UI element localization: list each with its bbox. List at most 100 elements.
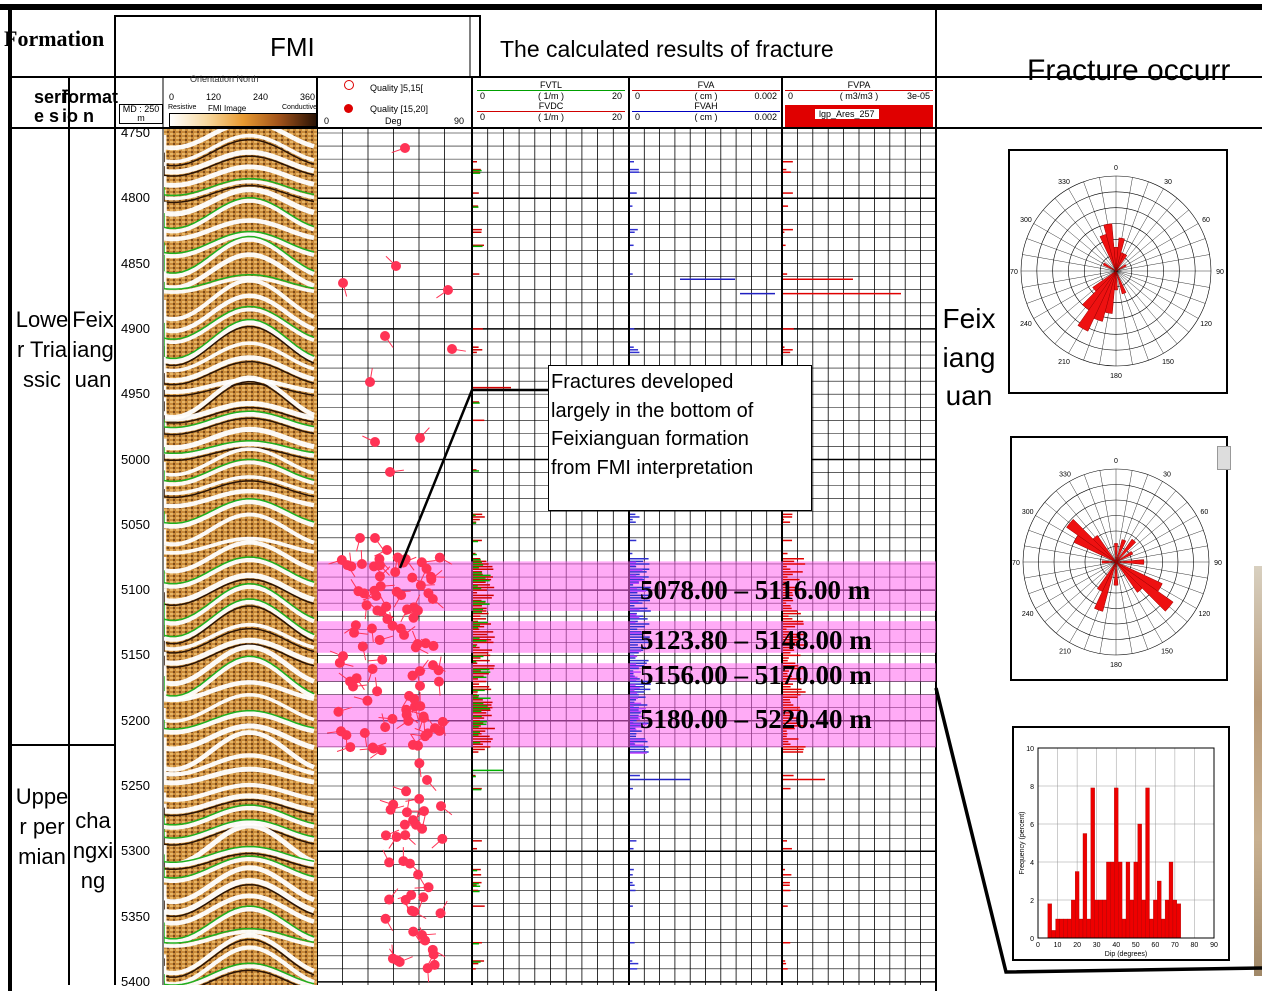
depth-tick-label: 5200 xyxy=(121,712,150,728)
curve-max: 3e-05 xyxy=(906,91,930,101)
dip-histogram-frame: 0 10 20 30 40 50 60 70 80 90 0 2 4 6 8 10 Dip (degrees) F… xyxy=(1012,726,1230,961)
depth-tick-label: 5350 xyxy=(121,908,150,924)
lgp-ares-label: lgp_Ares_257 xyxy=(815,109,879,119)
depth-tick-label: 5150 xyxy=(121,647,150,663)
fmi-bedding-trace xyxy=(164,644,315,687)
dip-tail xyxy=(403,556,417,564)
dip-tail xyxy=(404,834,416,846)
dip-tail xyxy=(342,282,348,297)
hist-x-tick: 20 xyxy=(1073,942,1081,949)
rose-petal xyxy=(1114,543,1118,563)
dip-tail xyxy=(418,897,424,911)
quality-low-symbol-icon xyxy=(344,80,354,90)
depth-tick-label: 5400 xyxy=(121,973,150,989)
hist-x-tick: 40 xyxy=(1112,942,1120,949)
fmi-color-scale xyxy=(169,113,317,127)
rose-spoke xyxy=(1115,561,1204,594)
fmi-bedding-trace xyxy=(164,782,315,803)
fmi-dark-trace xyxy=(164,883,315,918)
rose-petal xyxy=(1102,262,1117,272)
dip-tail xyxy=(426,716,436,729)
azimuth-tick: 120 xyxy=(205,92,221,102)
rose-petal xyxy=(1115,561,1174,612)
depth-tick-label: 5300 xyxy=(121,843,150,859)
hist-x-tick: 70 xyxy=(1171,942,1179,949)
curve-max: 20 xyxy=(611,91,622,101)
dip-tail xyxy=(374,677,378,692)
dip-tail xyxy=(352,684,367,687)
fmi-column-title: FMI xyxy=(270,32,315,62)
deg-max: 90 xyxy=(454,116,465,126)
hist-axes xyxy=(1037,747,1215,939)
dip-tail xyxy=(438,656,442,671)
dip-tail xyxy=(344,624,357,634)
rose-petal xyxy=(1115,559,1145,565)
fmi-bedding-trace xyxy=(164,906,315,945)
dip-tail xyxy=(401,900,413,912)
dip-tail xyxy=(412,577,425,585)
fmi-fracture-pick xyxy=(164,598,315,638)
rose-petal xyxy=(1115,270,1127,295)
dip-tail xyxy=(399,956,413,963)
hist-x-label: Dip (degrees) xyxy=(1105,951,1147,958)
dip-tail xyxy=(411,698,415,713)
fmi-bedding-trace xyxy=(164,730,315,772)
dip-tail xyxy=(379,799,394,806)
dip-tail xyxy=(374,537,384,550)
dip-tail xyxy=(354,632,369,635)
rose-petal xyxy=(1115,538,1137,563)
rose-spoke xyxy=(1115,561,1133,654)
fmi-bedding-trace xyxy=(164,877,315,916)
fmi-bedding-trace xyxy=(164,753,315,777)
dip-tail xyxy=(392,786,407,792)
rose-spoke xyxy=(1022,254,1117,272)
curve-unit: ( 1/m ) xyxy=(538,112,564,122)
fmi-fracture-pick xyxy=(164,709,315,730)
depth-tick-label: 4800 xyxy=(121,190,150,206)
rose-spoke xyxy=(1054,198,1117,272)
dip-tail xyxy=(406,714,419,724)
curve-max: 0.002 xyxy=(754,91,777,101)
dip-tail xyxy=(380,584,395,587)
rose-angle-label: 240 xyxy=(1020,321,1032,328)
dip-tail xyxy=(426,954,435,968)
fmi-bedding-trace xyxy=(164,307,315,344)
curve-unit: ( cm ) xyxy=(694,91,718,101)
fmi-dark-trace xyxy=(164,852,315,870)
fmi-bedding-trace xyxy=(164,488,315,509)
rose-angle-label: 0 xyxy=(1114,165,1118,172)
rose-angle-label: 240 xyxy=(1022,611,1034,618)
callout-line: Feixianguan formation xyxy=(551,428,749,450)
dip-tail xyxy=(388,836,398,849)
fmi-bedding-trace xyxy=(164,252,315,291)
fmi-bedding-trace xyxy=(164,572,315,604)
scroll-handle-icon xyxy=(1217,446,1231,470)
dip-tail xyxy=(356,677,365,691)
rose-angle-label: 150 xyxy=(1161,648,1173,655)
hist-x-tick: 60 xyxy=(1151,942,1159,949)
deg-label: Deg xyxy=(385,116,402,126)
deg-min: 0 xyxy=(324,116,330,126)
rose-spoke xyxy=(1099,561,1117,654)
fmi-bedding-trace xyxy=(164,186,315,217)
dip-tail xyxy=(404,610,419,616)
rose-petal xyxy=(1096,561,1117,592)
rose-spoke xyxy=(1115,270,1164,354)
fmi-fracture-pick xyxy=(164,196,315,230)
dip-tail xyxy=(362,435,376,443)
dip-tail xyxy=(384,335,394,348)
dip-tail xyxy=(391,944,394,959)
azimuth-tick: 240 xyxy=(252,92,268,102)
rose-petal xyxy=(1115,539,1127,563)
dip-tail xyxy=(360,549,363,565)
dip-tail xyxy=(328,559,342,565)
azimuth-tick: 0 xyxy=(169,92,175,102)
fmi-bedding-trace xyxy=(164,793,315,814)
fmi-bedding-trace xyxy=(164,680,315,703)
fmi-bedding-trace xyxy=(164,945,315,985)
fmi-bedding-trace xyxy=(164,805,315,830)
curve-max: 20 xyxy=(611,112,622,122)
fmi-image-track xyxy=(164,129,317,985)
dip-tail xyxy=(412,811,425,821)
